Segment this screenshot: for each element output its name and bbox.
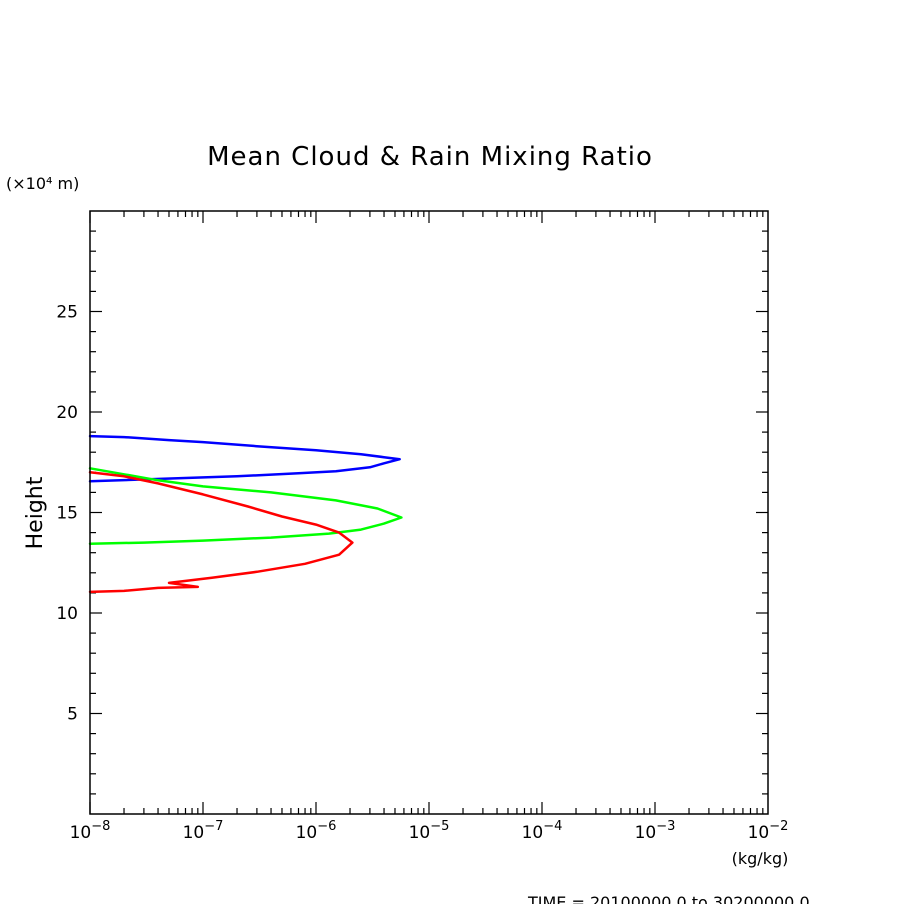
x-tick-label: 10−8 <box>70 819 111 843</box>
y-unit-label: (×10⁴ m) <box>6 174 79 193</box>
x-tick-label: 10−6 <box>296 819 337 843</box>
y-tick-label: 15 <box>56 504 78 524</box>
y-tick-label: 20 <box>56 403 78 423</box>
series-lines <box>88 434 403 594</box>
series-line-3 <box>88 471 354 594</box>
x-tick-label: 10−4 <box>522 819 563 843</box>
x-tick-label: 10−7 <box>183 819 224 843</box>
x-tick-label: 10−5 <box>409 819 450 843</box>
plot-frame <box>89 210 769 815</box>
x-unit-label: (kg/kg) <box>732 849 789 868</box>
footer-time-range: TIME = 20100000.0 to 30200000.0 <box>527 893 810 904</box>
y-tick-label: 10 <box>56 604 78 624</box>
y-tick-label: 25 <box>56 303 78 323</box>
series-line-2 <box>88 467 403 545</box>
axis-ticks <box>89 211 768 814</box>
x-tick-label: 10−3 <box>635 819 676 843</box>
series-line-1 <box>88 434 401 483</box>
chart-title: Mean Cloud & Rain Mixing Ratio <box>207 142 653 172</box>
x-tick-label: 10−2 <box>748 819 789 843</box>
y-axis-label: Height <box>23 476 48 549</box>
x-tick-labels: 10−8 10−7 10−6 10−5 10−4 10−3 10−2 <box>70 819 789 843</box>
y-tick-labels: 5 10 15 20 25 <box>56 303 78 725</box>
y-tick-label: 5 <box>67 705 78 725</box>
